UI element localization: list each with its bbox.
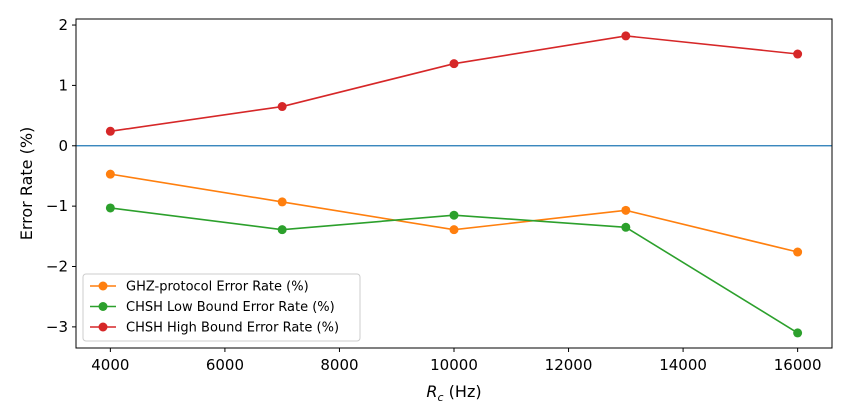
x-axis-label-main: R (426, 382, 437, 401)
data-point (793, 328, 803, 338)
y-tick-label: 0 (58, 137, 68, 155)
legend-label: CHSH Low Bound Error Rate (%) (126, 300, 335, 315)
legend-label: GHZ-protocol Error Rate (%) (126, 280, 309, 295)
y-tick-label: −2 (46, 258, 68, 276)
data-point (277, 225, 287, 235)
x-tick-label: 12000 (545, 356, 593, 374)
x-axis-label: Rc (Hz) (426, 382, 481, 404)
series-line (110, 35, 798, 133)
x-tick-label: 14000 (659, 356, 707, 374)
data-point (793, 247, 803, 257)
x-tick-label: 6000 (206, 356, 244, 374)
series-group (105, 31, 803, 338)
series-2 (105, 203, 803, 338)
data-point (449, 59, 459, 69)
data-point (449, 210, 459, 220)
legend-item: CHSH Low Bound Error Rate (%) (90, 300, 335, 315)
y-tick-label: 2 (58, 16, 68, 34)
y-axis-label: Error Rate (%) (17, 127, 36, 241)
legend-swatch-marker (98, 322, 108, 332)
series-3 (105, 31, 803, 136)
data-point (277, 197, 287, 207)
x-tick-label: 4000 (91, 356, 129, 374)
legend-item: GHZ-protocol Error Rate (%) (90, 280, 309, 295)
y-tick-label: −3 (46, 318, 68, 336)
x-tick-label: 8000 (320, 356, 358, 374)
legend: GHZ-protocol Error Rate (%) CHSH Low Boun… (82, 273, 361, 342)
legend-item: CHSH High Bound Error Rate (%) (90, 321, 339, 336)
x-tick-label: 16000 (774, 356, 822, 374)
series-1 (105, 169, 803, 257)
data-point (105, 169, 115, 179)
x-axis: 4000 6000 8000 10000 12000 14000 16000 (91, 348, 821, 374)
legend-swatch-marker (98, 302, 108, 311)
x-axis-label-rest: (Hz) (444, 382, 482, 401)
data-point (621, 222, 631, 232)
legend-label: CHSH High Bound Error Rate (%) (126, 321, 339, 336)
legend-box (82, 273, 361, 342)
x-tick-label: 10000 (430, 356, 478, 374)
data-point (277, 102, 287, 112)
data-point (793, 49, 803, 59)
y-axis: −3 −2 −1 0 1 2 (46, 16, 76, 336)
legend-swatch-marker (98, 281, 108, 291)
data-point (449, 225, 459, 235)
data-point (621, 205, 631, 215)
y-tick-label: 1 (58, 76, 68, 94)
x-axis-label-sub: c (438, 391, 444, 404)
data-point (105, 203, 115, 213)
data-point (621, 31, 631, 41)
y-tick-label: −1 (46, 197, 68, 215)
data-point (105, 126, 115, 136)
